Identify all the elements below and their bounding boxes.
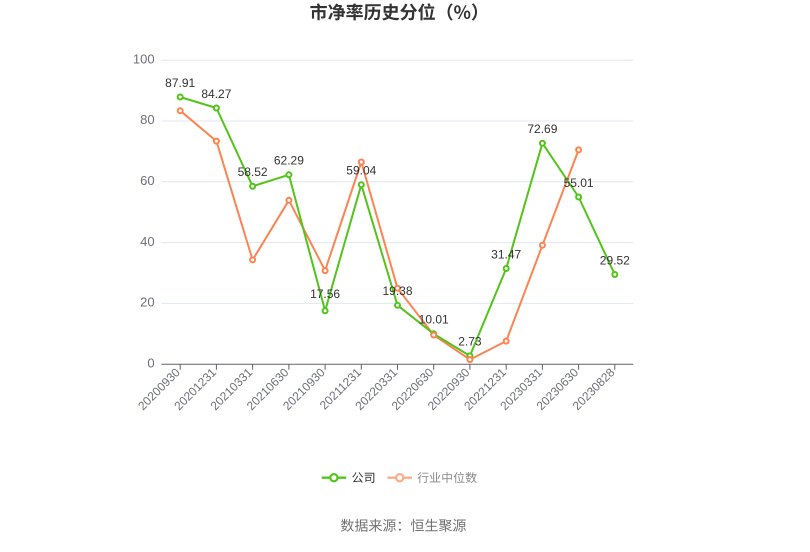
svg-text:100: 100 (133, 51, 155, 66)
svg-text:58.52: 58.52 (238, 165, 268, 179)
svg-text:84.27: 84.27 (201, 87, 231, 101)
svg-text:31.47: 31.47 (491, 247, 521, 261)
svg-text:59.04: 59.04 (346, 164, 376, 178)
svg-text:19.38: 19.38 (382, 284, 412, 298)
svg-text:87.91: 87.91 (165, 76, 195, 90)
svg-text:2.73: 2.73 (458, 335, 482, 349)
svg-text:0: 0 (147, 355, 154, 370)
svg-text:72.69: 72.69 (527, 122, 557, 136)
svg-text:40: 40 (140, 234, 154, 249)
svg-text:20: 20 (140, 295, 154, 310)
svg-text:10.01: 10.01 (419, 313, 449, 327)
svg-text:29.52: 29.52 (600, 253, 630, 267)
svg-text:80: 80 (140, 112, 154, 127)
svg-text:55.01: 55.01 (564, 176, 594, 190)
svg-text:60: 60 (140, 173, 154, 188)
svg-text:62.29: 62.29 (274, 154, 304, 168)
svg-text:17.56: 17.56 (310, 287, 340, 301)
